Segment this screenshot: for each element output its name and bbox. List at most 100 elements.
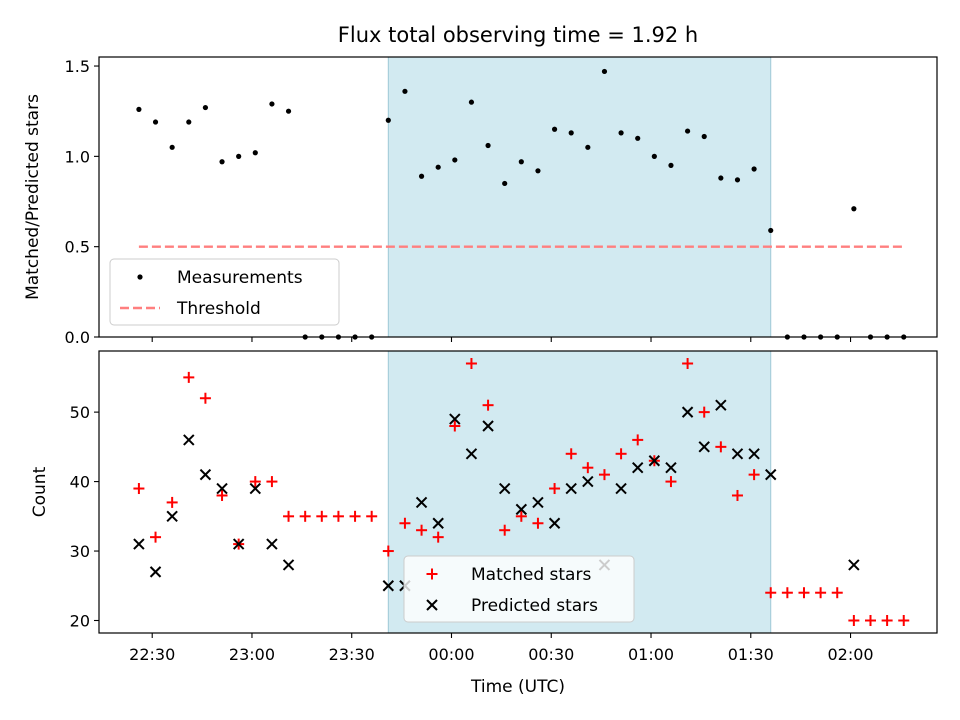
x-tick-label: 02:00 xyxy=(827,645,873,664)
bottom-panel: 20 30 40 50 22:30 23:00 23:30 00:00 00:30 01:00 01… xyxy=(30,350,938,664)
predicted-point xyxy=(382,580,395,592)
measurement-point xyxy=(502,180,508,187)
bottom-legend-box xyxy=(403,555,635,623)
predicted-point-b xyxy=(632,461,644,474)
predicted-point xyxy=(232,538,245,550)
measurement-point xyxy=(252,150,258,156)
measurement-point xyxy=(851,206,857,212)
top-panel: 0.0 0.5 1.0 1.5 Matched/Predicted stars Measu… xyxy=(23,56,938,347)
measurement-point xyxy=(285,108,292,114)
bottom-series-matched-stars xyxy=(133,358,910,626)
matched-point xyxy=(299,510,311,522)
matched-point xyxy=(698,406,710,418)
matched-point xyxy=(731,489,743,501)
predicted-point xyxy=(199,468,212,481)
predicted-point xyxy=(149,566,162,578)
predicted-point xyxy=(731,448,744,460)
predicted-point-b xyxy=(648,455,661,467)
matched-point xyxy=(166,496,178,508)
predicted-point xyxy=(848,559,860,571)
matched-point xyxy=(183,371,195,383)
matched-point xyxy=(399,517,411,529)
predicted-point-b xyxy=(498,482,511,495)
matched-point xyxy=(532,517,544,529)
measurement-point xyxy=(568,130,574,136)
predicted-point-b xyxy=(681,406,694,418)
matched-point xyxy=(432,531,444,543)
x-tick-label: 01:30 xyxy=(728,645,774,664)
measurement-point xyxy=(152,119,159,125)
predicted-point-b xyxy=(266,538,278,550)
matched-point xyxy=(848,614,860,626)
predicted-point-b xyxy=(582,475,594,488)
predicted-point xyxy=(565,482,577,495)
matched-point xyxy=(482,399,494,411)
predicted-point-b xyxy=(232,538,245,550)
top-series-measurements xyxy=(136,68,907,340)
x-tick-label: 23:30 xyxy=(329,645,375,664)
matched-point xyxy=(898,614,910,626)
bottom-y-axis-label: Count xyxy=(30,466,50,517)
predicted-point-b xyxy=(149,566,162,578)
predicted-point-b xyxy=(731,448,744,460)
predicted-point-b xyxy=(532,496,544,509)
top-y-tick-label: 1.5 xyxy=(65,57,90,76)
measurement-point xyxy=(684,128,691,134)
matched-point xyxy=(565,448,577,460)
predicted-point xyxy=(698,441,710,453)
predicted-point-b xyxy=(382,580,395,592)
matched-point xyxy=(798,587,810,599)
measurement-point xyxy=(668,162,674,168)
measurement-point xyxy=(186,119,192,125)
measurement-point xyxy=(768,227,774,234)
predicted-point xyxy=(432,517,444,529)
matched-point xyxy=(465,358,477,370)
predicted-point xyxy=(465,448,478,460)
matched-point xyxy=(615,448,627,460)
matched-point xyxy=(283,510,295,522)
predicted-point xyxy=(415,496,428,509)
matched-point xyxy=(133,483,145,495)
measurement-point xyxy=(219,159,225,165)
predicted-point-b xyxy=(548,517,561,529)
predicted-point-b xyxy=(133,538,145,550)
matched-point xyxy=(864,614,876,626)
matched-point xyxy=(199,392,211,404)
predicted-point-b xyxy=(515,503,528,516)
bottom-y-tick-label: 20 xyxy=(70,611,90,630)
predicted-point xyxy=(765,468,777,481)
bottom-legend: Matched stars Predicted stars xyxy=(403,555,635,623)
legend-predicted-marker-b xyxy=(426,599,438,611)
measurement-point xyxy=(751,166,757,172)
bottom-legend-label: Matched stars xyxy=(471,565,591,585)
matched-point xyxy=(682,358,694,370)
predicted-point xyxy=(482,420,494,432)
predicted-point-b xyxy=(449,413,461,425)
matched-point xyxy=(765,587,777,599)
legend-measurement-marker xyxy=(137,274,143,280)
predicted-point xyxy=(282,559,295,571)
predicted-point-b xyxy=(465,448,478,460)
bottom-y-tick-label: 30 xyxy=(70,542,90,561)
measurement-point xyxy=(452,157,458,163)
predicted-point-b xyxy=(698,441,710,453)
top-y-tick-label: 1.0 xyxy=(65,147,90,166)
x-tick-label: 00:30 xyxy=(528,645,574,664)
predicted-point xyxy=(515,503,528,516)
measurement-point xyxy=(402,88,408,94)
measurement-point xyxy=(136,106,142,112)
predicted-point-b xyxy=(848,559,860,571)
predicted-point-b xyxy=(166,510,178,523)
top-y-tick-label: 0.0 xyxy=(65,328,90,347)
matched-point xyxy=(815,587,827,599)
predicted-point xyxy=(715,399,727,411)
x-tick-label: 01:00 xyxy=(628,645,674,664)
measurement-point xyxy=(202,104,209,111)
predicted-point-b xyxy=(565,482,577,495)
predicted-point-b xyxy=(748,448,760,460)
x-tick-label: 00:00 xyxy=(428,645,474,664)
predicted-point-b xyxy=(282,559,295,571)
matched-point xyxy=(266,476,278,488)
measurement-point xyxy=(236,153,242,159)
top-axes-frame xyxy=(98,56,938,338)
